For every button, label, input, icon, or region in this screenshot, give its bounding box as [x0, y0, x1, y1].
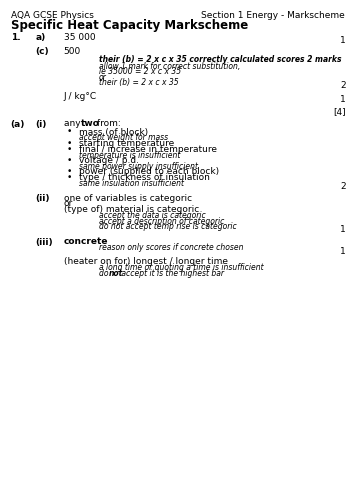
Text: •: •: [67, 139, 72, 148]
Text: (iii): (iii): [35, 238, 53, 246]
Text: J / kg°C: J / kg°C: [64, 92, 97, 101]
Text: (ii): (ii): [35, 194, 50, 203]
Text: or: or: [64, 200, 73, 208]
Text: mass (of block): mass (of block): [79, 128, 149, 136]
Text: accept it is the highest bar: accept it is the highest bar: [119, 268, 224, 278]
Text: 35 000: 35 000: [64, 33, 95, 42]
Text: accept a description of categoric: accept a description of categoric: [99, 216, 224, 226]
Text: starting temperature: starting temperature: [79, 139, 175, 148]
Text: (type of) material is categoric: (type of) material is categoric: [64, 205, 199, 214]
Text: final / increase in temperature: final / increase in temperature: [79, 144, 217, 154]
Text: •: •: [67, 128, 72, 136]
Text: type / thickness of insulation: type / thickness of insulation: [79, 173, 210, 182]
Text: •: •: [67, 144, 72, 154]
Text: 2: 2: [340, 82, 346, 90]
Text: or: or: [99, 72, 107, 82]
Text: reason only scores if concrete chosen: reason only scores if concrete chosen: [99, 244, 243, 252]
Text: •: •: [67, 168, 72, 176]
Text: one of variables is categoric: one of variables is categoric: [64, 194, 192, 203]
Text: concrete: concrete: [64, 238, 108, 246]
Text: their (b) = 2 x c x 35 correctly calculated scores 2 marks: their (b) = 2 x c x 35 correctly calcula…: [99, 56, 341, 64]
Text: 2: 2: [340, 182, 346, 191]
Text: AQA GCSE Physics: AQA GCSE Physics: [11, 12, 94, 20]
Text: a long time or quoting a time is insufficient: a long time or quoting a time is insuffi…: [99, 263, 263, 272]
Text: 500: 500: [64, 47, 81, 56]
Text: do: do: [99, 268, 111, 278]
Text: 1: 1: [340, 95, 346, 104]
Text: a): a): [35, 33, 46, 42]
Text: (c): (c): [35, 47, 49, 56]
Text: from:: from:: [94, 120, 120, 128]
Text: (a): (a): [11, 120, 25, 128]
Text: two: two: [80, 120, 99, 128]
Text: temperature is insufficient: temperature is insufficient: [79, 150, 181, 160]
Text: •: •: [67, 156, 72, 165]
Text: 1: 1: [340, 226, 346, 234]
Text: accept the data is categoric: accept the data is categoric: [99, 211, 205, 220]
Text: Section 1 Energy - Markscheme: Section 1 Energy - Markscheme: [201, 12, 345, 20]
Text: do not accept temp rise is categoric: do not accept temp rise is categoric: [99, 222, 237, 231]
Text: power (supplied to each block): power (supplied to each block): [79, 168, 220, 176]
Text: same insulation insufficient: same insulation insufficient: [79, 179, 184, 188]
Text: •: •: [67, 173, 72, 182]
Text: 1: 1: [340, 36, 346, 45]
Text: 1: 1: [340, 246, 346, 256]
Text: voltage / p.d.: voltage / p.d.: [79, 156, 139, 165]
Text: [4]: [4]: [333, 108, 346, 116]
Text: accept weight for mass: accept weight for mass: [79, 134, 168, 142]
Text: (heater on for) longest / longer time: (heater on for) longest / longer time: [64, 257, 228, 266]
Text: ie 35000 = 2 x c x 35: ie 35000 = 2 x c x 35: [99, 67, 181, 76]
Text: allow 1 mark for correct substitution,: allow 1 mark for correct substitution,: [99, 62, 240, 70]
Text: not: not: [109, 268, 123, 278]
Text: their (b) = 2 x c x 35: their (b) = 2 x c x 35: [99, 78, 179, 87]
Text: same power supply insufficient: same power supply insufficient: [79, 162, 198, 171]
Text: any: any: [64, 120, 83, 128]
Text: (i): (i): [35, 120, 47, 128]
Text: Specific Heat Capacity Markscheme: Specific Heat Capacity Markscheme: [11, 18, 248, 32]
Text: 1.: 1.: [11, 33, 20, 42]
